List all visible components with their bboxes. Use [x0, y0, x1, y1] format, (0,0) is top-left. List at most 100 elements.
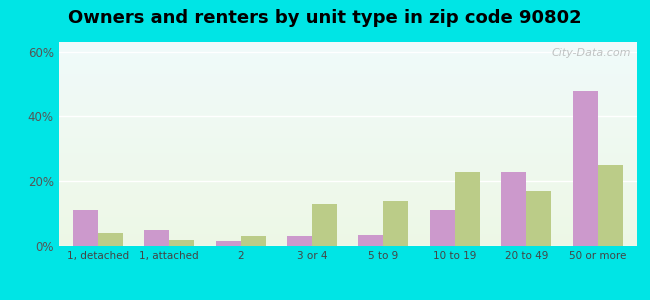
Bar: [58, 155, 637, 156]
Bar: [58, 213, 637, 214]
Bar: [240, 236, 266, 246]
Bar: [58, 42, 637, 43]
Bar: [58, 43, 637, 44]
Bar: [58, 114, 637, 116]
Bar: [58, 54, 637, 55]
Bar: [58, 197, 637, 198]
Bar: [58, 107, 637, 108]
Bar: [58, 103, 637, 104]
Bar: [58, 87, 637, 88]
Bar: [58, 65, 637, 67]
Bar: [58, 143, 637, 144]
Bar: [58, 53, 637, 54]
Bar: [58, 94, 637, 95]
Bar: [58, 47, 637, 48]
Bar: [58, 190, 637, 191]
Bar: [58, 112, 637, 113]
Bar: [58, 102, 637, 103]
Bar: [58, 172, 637, 174]
Bar: [58, 145, 637, 146]
Bar: [58, 214, 637, 215]
Bar: [58, 182, 637, 183]
Bar: [58, 230, 637, 231]
Bar: [58, 44, 637, 45]
Bar: [58, 63, 637, 64]
Bar: [58, 118, 637, 119]
Bar: [58, 104, 637, 105]
Bar: [58, 184, 637, 185]
Bar: [58, 127, 637, 128]
Bar: [58, 45, 637, 46]
Bar: [58, 203, 637, 204]
Bar: [58, 122, 637, 123]
Bar: [58, 164, 637, 165]
Bar: [58, 152, 637, 153]
Bar: [430, 210, 455, 246]
Bar: [58, 82, 637, 83]
Bar: [58, 81, 637, 82]
Bar: [58, 235, 637, 236]
Bar: [58, 192, 637, 193]
Bar: [58, 142, 637, 143]
Bar: [58, 79, 637, 80]
Bar: [58, 175, 637, 176]
Bar: [58, 199, 637, 200]
Bar: [58, 194, 637, 195]
Bar: [58, 67, 637, 68]
Bar: [58, 224, 637, 225]
Bar: [58, 236, 637, 237]
Bar: [58, 232, 637, 233]
Bar: [58, 108, 637, 109]
Bar: [58, 95, 637, 96]
Bar: [358, 235, 384, 246]
Bar: [58, 133, 637, 134]
Bar: [58, 148, 637, 149]
Bar: [58, 111, 637, 112]
Bar: [58, 96, 637, 97]
Text: Owners and renters by unit type in zip code 90802: Owners and renters by unit type in zip c…: [68, 9, 582, 27]
Bar: [58, 207, 637, 208]
Bar: [384, 201, 408, 246]
Bar: [58, 55, 637, 56]
Bar: [58, 149, 637, 150]
Bar: [58, 59, 637, 60]
Bar: [58, 239, 637, 240]
Bar: [216, 241, 240, 246]
Bar: [58, 243, 637, 244]
Bar: [58, 218, 637, 220]
Bar: [73, 210, 98, 246]
Bar: [58, 228, 637, 229]
Bar: [455, 172, 480, 246]
Bar: [58, 241, 637, 242]
Bar: [58, 238, 637, 239]
Bar: [144, 230, 169, 246]
Bar: [58, 178, 637, 179]
Bar: [58, 51, 637, 52]
Bar: [58, 141, 637, 142]
Bar: [58, 116, 637, 118]
Bar: [58, 92, 637, 93]
Bar: [58, 244, 637, 245]
Bar: [58, 93, 637, 94]
Bar: [58, 123, 637, 124]
Bar: [58, 179, 637, 180]
Bar: [58, 191, 637, 192]
Bar: [58, 183, 637, 184]
Bar: [58, 98, 637, 99]
Bar: [58, 208, 637, 209]
Bar: [58, 126, 637, 127]
Bar: [58, 137, 637, 138]
Bar: [501, 172, 526, 246]
Bar: [58, 167, 637, 169]
Bar: [58, 50, 637, 51]
Bar: [58, 48, 637, 49]
Bar: [58, 221, 637, 223]
Bar: [58, 74, 637, 75]
Bar: [58, 144, 637, 145]
Bar: [58, 198, 637, 199]
Bar: [58, 157, 637, 158]
Bar: [58, 139, 637, 140]
Bar: [58, 56, 637, 57]
Bar: [58, 165, 637, 166]
Bar: [58, 209, 637, 210]
